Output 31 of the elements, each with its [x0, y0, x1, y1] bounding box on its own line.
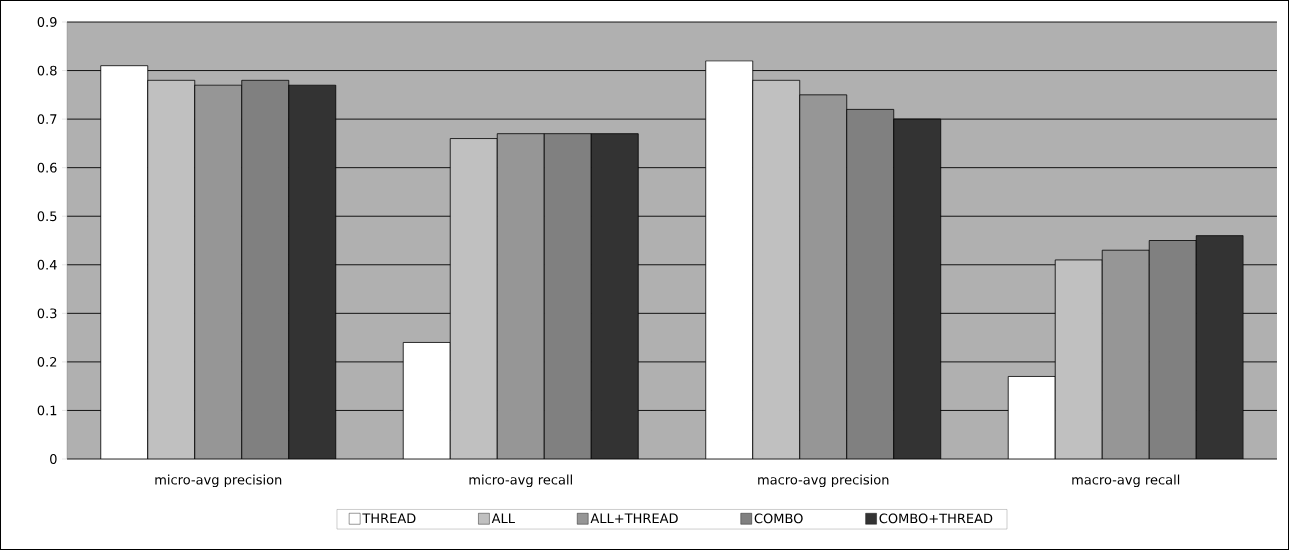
bar: [799, 94, 848, 459]
legend-label: COMBO: [754, 513, 803, 524]
bar: [194, 84, 243, 459]
x-tick-label: micro-avg recall: [469, 474, 572, 488]
bar: [496, 133, 545, 459]
legend-label: THREAD: [362, 513, 416, 524]
bar: [147, 79, 196, 459]
x-tick-label: micro-avg precision: [155, 474, 282, 488]
y-tick-label: 0.2: [37, 356, 57, 367]
y-tick-label: 0.9: [37, 17, 57, 27]
bar: [1101, 249, 1150, 459]
y-tick-label: 0.5: [37, 211, 57, 222]
y-tick-label: 0.3: [37, 308, 57, 319]
bar: [752, 79, 801, 459]
x-tick-label: macro-avg recall: [1072, 474, 1180, 488]
bar: [402, 342, 451, 459]
bar: [1054, 259, 1103, 459]
x-tick-label: macro-avg precision: [758, 474, 889, 488]
y-tick-label: 0.6: [37, 162, 57, 173]
legend-label: ALL+THREAD: [590, 513, 678, 524]
bar: [1007, 376, 1056, 459]
y-tick-label: 0.8: [37, 65, 57, 76]
y-tick-label: 0.4: [37, 259, 57, 270]
bar: [100, 65, 149, 459]
bar: [705, 60, 754, 459]
y-tick-label: 0.7: [37, 114, 57, 125]
legend-label: COMBO+THREAD: [879, 513, 993, 524]
y-tick-label: 0: [50, 454, 57, 464]
y-tick-label: 0.1: [37, 405, 57, 416]
legend-label: ALL: [491, 513, 515, 524]
bar: [449, 138, 498, 459]
